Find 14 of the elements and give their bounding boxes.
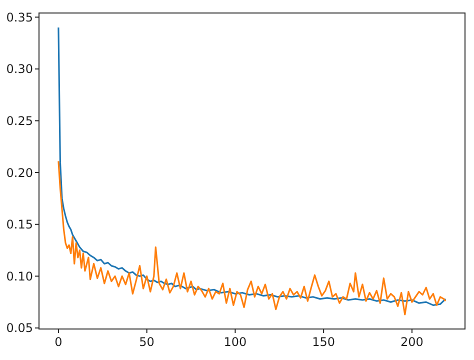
x-tick-label: 50	[139, 335, 154, 349]
y-tick-label: 0.25	[6, 114, 33, 128]
y-tick-label: 0.05	[6, 321, 33, 336]
y-tick-label: 0.15	[6, 218, 33, 232]
line-series	[58, 26, 446, 306]
line-series	[58, 160, 446, 316]
x-tick-label: 100	[224, 335, 247, 349]
x-tick-label: 150	[312, 335, 336, 349]
x-tick-label: 0	[54, 335, 62, 349]
y-tick-label: 0.20	[6, 166, 33, 180]
y-tick-label: 0.30	[6, 62, 33, 76]
x-tick-label: 200	[400, 335, 424, 349]
y-tick-label: 0.10	[6, 269, 33, 284]
y-tick-label: 0.35	[6, 10, 33, 24]
